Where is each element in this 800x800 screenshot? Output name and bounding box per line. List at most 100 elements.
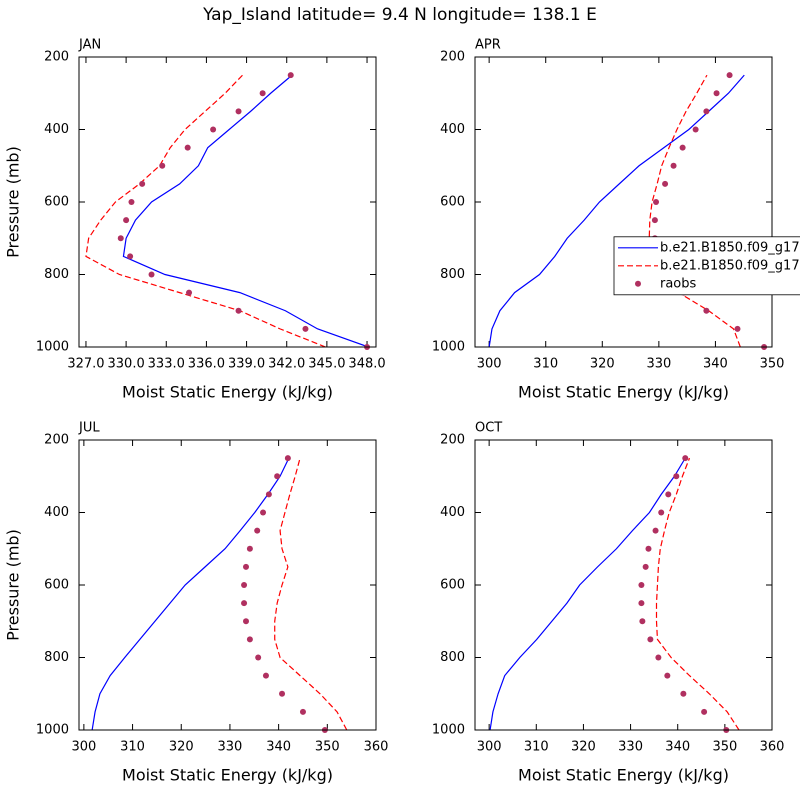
x-tick-label: 350: [760, 357, 785, 372]
data-point: [639, 618, 646, 625]
x-tick-label: 340: [703, 357, 728, 372]
y-tick-label: 200: [440, 433, 465, 448]
figure-title: Yap_Island latitude= 9.4 N longitude= 13…: [202, 5, 597, 25]
data-point: [279, 690, 286, 697]
data-point: [655, 654, 662, 661]
data-point: [243, 618, 250, 625]
plot-frame: [78, 439, 377, 731]
data-point: [274, 473, 281, 480]
data-point: [726, 72, 733, 79]
data-point: [302, 325, 309, 332]
x-tick-label: 348.0: [348, 357, 385, 372]
data-point: [662, 180, 669, 187]
x-tick-label: 342.0: [268, 357, 305, 372]
y-tick-label: 1000: [432, 723, 465, 738]
y-tick-label: 400: [440, 122, 465, 137]
data-point: [647, 636, 654, 643]
data-point: [241, 600, 248, 607]
data-point: [139, 180, 146, 187]
x-axis-label: Moist Static Energy (kJ/kg): [518, 766, 729, 785]
data-point: [127, 253, 134, 260]
panel-subtitle: JAN: [78, 38, 101, 53]
data-point: [235, 108, 242, 115]
data-point: [159, 162, 166, 169]
y-tick-label: 600: [440, 578, 465, 593]
x-tick-label: 310: [524, 740, 549, 755]
panel-subtitle: JUL: [78, 421, 100, 436]
profile-line: [655, 457, 740, 730]
legend-marker: [635, 280, 641, 287]
x-tick-label: 350: [712, 740, 737, 755]
y-tick-label: 400: [440, 505, 465, 520]
panel-subtitle: OCT: [475, 421, 502, 436]
plot-frame: [474, 439, 773, 731]
data-point: [246, 545, 253, 552]
data-point: [262, 672, 269, 679]
y-tick-label: 800: [440, 650, 465, 665]
data-point: [246, 636, 253, 643]
data-point: [670, 162, 677, 169]
panel: APR 300 310 320 330 340 350 200 400 600 800 1000 Moi…: [432, 38, 800, 402]
data-point: [128, 199, 135, 205]
y-axis-label: Pressure (mb): [4, 146, 23, 258]
x-tick-label: 345.0: [308, 357, 345, 372]
legend-label: raobs: [660, 276, 697, 291]
x-tick-label: 320: [571, 740, 596, 755]
profile-line: [85, 74, 326, 347]
y-tick-label: 1000: [36, 340, 69, 355]
x-axis-label: Moist Static Energy (kJ/kg): [122, 766, 333, 785]
y-tick-label: 600: [44, 578, 69, 593]
data-point: [673, 473, 680, 480]
data-point: [284, 455, 291, 462]
data-point: [259, 90, 266, 97]
data-point: [682, 455, 689, 462]
data-point: [184, 144, 191, 151]
y-tick-label: 400: [44, 122, 69, 137]
y-tick-label: 400: [44, 505, 69, 520]
x-tick-label: 360: [760, 740, 785, 755]
profile-line: [91, 457, 290, 730]
panel: OCT 300 310 320 330 340 350 360 200 400 600 800 1000…: [432, 421, 785, 785]
data-point: [703, 307, 710, 314]
x-tick-label: 330: [618, 740, 643, 755]
y-axis-label: Pressure (mb): [4, 529, 23, 641]
data-point: [235, 307, 242, 314]
data-point: [186, 289, 193, 296]
profile-line: [122, 74, 369, 347]
y-tick-label: 1000: [36, 723, 69, 738]
data-point: [734, 325, 741, 332]
data-point: [692, 126, 699, 133]
data-point: [210, 126, 217, 133]
x-axis-label: Moist Static Energy (kJ/kg): [518, 383, 729, 402]
x-tick-label: 327.0: [67, 357, 104, 372]
profile-line: [274, 457, 348, 730]
x-tick-label: 336.0: [188, 357, 225, 372]
profile-line: [489, 457, 686, 730]
data-point: [638, 582, 645, 588]
data-point: [287, 72, 294, 79]
x-tick-label: 320: [590, 357, 615, 372]
profile-line: [488, 74, 745, 347]
y-tick-label: 200: [44, 50, 69, 65]
data-point: [241, 582, 248, 588]
data-point: [703, 108, 710, 115]
y-tick-label: 800: [44, 650, 69, 665]
y-tick-label: 1000: [432, 340, 465, 355]
data-point: [243, 563, 250, 570]
data-point: [701, 708, 708, 715]
plot-frame: [474, 56, 773, 348]
profile-line: [648, 74, 741, 347]
x-tick-label: 300: [477, 740, 502, 755]
data-point: [123, 217, 130, 224]
x-tick-label: 333.0: [148, 357, 185, 372]
data-point: [117, 235, 124, 242]
x-tick-label: 300: [477, 357, 502, 372]
x-axis-label: Moist Static Energy (kJ/kg): [122, 383, 333, 402]
data-point: [665, 491, 672, 498]
panel-subtitle: APR: [475, 38, 501, 53]
x-tick-label: 340: [266, 740, 291, 755]
panel: JUL 300 310 320 330 340 350 360 200 400 600 800 1000…: [4, 421, 389, 785]
x-tick-label: 339.0: [228, 357, 265, 372]
y-tick-label: 600: [440, 195, 465, 210]
data-point: [642, 563, 649, 570]
